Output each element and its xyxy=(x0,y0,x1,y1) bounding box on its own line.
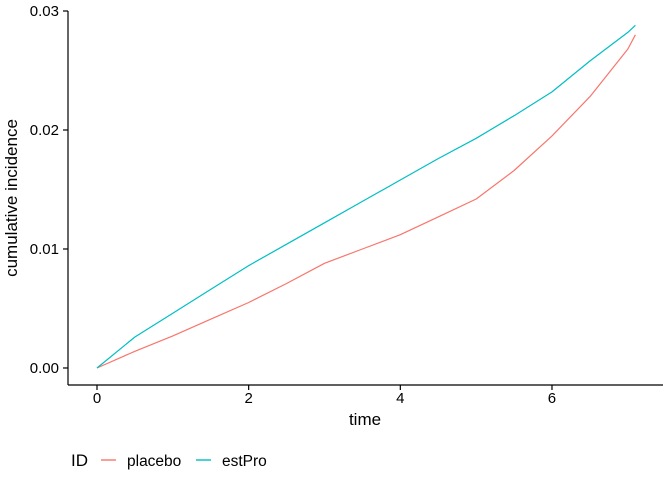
x-tick-label: 4 xyxy=(396,390,404,407)
y-tick-label: 0.03 xyxy=(30,3,59,20)
legend-label-estpro: estPro xyxy=(222,453,267,470)
data-series-group xyxy=(96,24,636,369)
y-tick-label: 0.02 xyxy=(30,122,59,139)
y-axis-ticks: 0.00 0.01 0.02 0.03 xyxy=(30,3,68,377)
x-tick-label: 6 xyxy=(548,390,556,407)
x-tick-label: 2 xyxy=(244,390,252,407)
x-axis-title: time xyxy=(349,410,381,429)
legend-title: ID xyxy=(71,451,88,470)
legend: ID placebo estPro xyxy=(71,451,267,470)
y-tick-label: 0.00 xyxy=(30,360,59,377)
y-axis-title: cumulative incidence xyxy=(2,119,21,277)
y-tick-label: 0.01 xyxy=(30,241,59,258)
legend-label-placebo: placebo xyxy=(127,453,181,470)
series-line-placebo xyxy=(96,34,636,369)
x-tick-label: 0 xyxy=(93,390,101,407)
series-line-estPro xyxy=(96,24,636,369)
x-axis-ticks: 0 2 4 6 xyxy=(93,385,556,407)
